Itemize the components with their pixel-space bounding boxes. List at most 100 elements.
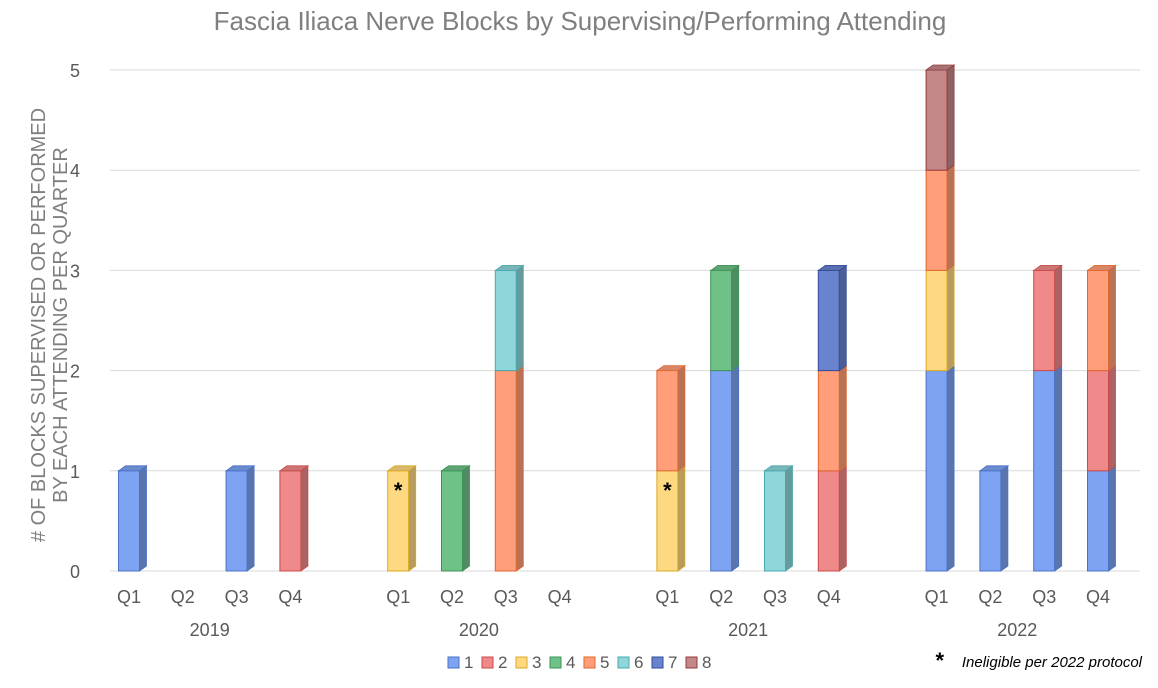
- bar-segment-series-5: [925, 169, 948, 271]
- bar-segment-series-1: [1087, 470, 1109, 572]
- axes: 0 1 2 3 4 5 * * Q1 Q2 Q3 Q4 Q1 Q2 Q3 Q4 Q1 Q2 Q3 Q4 Q1 Q2 Q3 Q4…: [70, 61, 1110, 640]
- bar-segment-series-6: [494, 269, 517, 372]
- bar-side-series-6: [515, 264, 524, 372]
- bar-segment-series-1: [925, 370, 948, 572]
- bar-segment-series-5: [494, 370, 517, 572]
- legend-swatch-8: [685, 656, 698, 669]
- asterisk-annotation: *: [394, 478, 403, 503]
- legend: 1 2 3 4 5 6 7 8: [447, 653, 711, 672]
- bar-side-series-6: [785, 465, 793, 572]
- bar-top-series-5: [655, 365, 687, 372]
- bar-segment-series-1: [118, 470, 140, 572]
- bar-top-series-2: [1032, 264, 1063, 271]
- legend-swatch-4: [549, 656, 562, 669]
- bar-side-series-1: [731, 364, 740, 572]
- y-axis-title: # OF BLOCKS SUPERVISED OR PERFORMED BY E…: [28, 108, 72, 542]
- bar-top-series-4: [709, 264, 740, 271]
- bar-side-series-1: [946, 364, 955, 572]
- bar-side-series-8: [946, 64, 955, 171]
- bar-top-series-1: [978, 465, 1010, 472]
- bar-segment-series-8: [925, 69, 948, 171]
- bar-top-series-6: [763, 465, 794, 472]
- bar-top-series-3: [386, 465, 417, 472]
- x-tick-label-quarter: Q4: [1086, 587, 1110, 607]
- legend-swatch-1: [447, 656, 460, 669]
- bar-side-series-3: [946, 264, 955, 372]
- y-tick-label: 1: [70, 462, 80, 482]
- legend-swatch-3: [515, 656, 528, 669]
- bar-side-series-3: [677, 465, 686, 572]
- bar-top-series-1: [117, 465, 148, 472]
- x-tick-label-quarter: Q4: [817, 587, 841, 607]
- bar-side-series-5: [946, 164, 955, 272]
- bar-segment-series-6: [764, 470, 786, 572]
- bar-top-series-6: [494, 264, 525, 271]
- bar-side-series-5: [515, 364, 524, 572]
- bar-side-series-1: [139, 465, 147, 572]
- legend-swatch-7: [651, 656, 664, 669]
- x-tick-label-quarter: Q1: [925, 587, 949, 607]
- bar-segment-series-2: [279, 470, 302, 572]
- x-tick-label-quarter: Q2: [709, 587, 733, 607]
- x-tick-label-quarter: Q3: [494, 587, 518, 607]
- x-tick-label-quarter: Q4: [278, 587, 302, 607]
- bar-top-series-7: [817, 264, 848, 271]
- x-tick-label-year: 2020: [459, 620, 499, 640]
- bar-side-series-5: [1108, 264, 1116, 372]
- x-tick-label-quarter: Q1: [655, 587, 679, 607]
- bar-side-series-1: [1108, 465, 1116, 572]
- legend-label-1: 1: [464, 653, 473, 672]
- x-tick-label-year: 2021: [728, 620, 768, 640]
- x-tick-label-quarter: Q1: [117, 587, 141, 607]
- x-tick-label-quarter: Q4: [548, 587, 572, 607]
- bar-segment-series-5: [817, 370, 840, 472]
- footnote: * Ineligible per 2022 protocol: [935, 648, 1142, 673]
- bar-side-series-3: [408, 465, 417, 572]
- bar-segment-series-2: [817, 470, 840, 572]
- bar-segment-series-1: [710, 370, 733, 572]
- x-tick-label-quarter: Q2: [171, 587, 195, 607]
- legend-label-8: 8: [702, 653, 711, 672]
- y-tick-label: 5: [70, 61, 80, 81]
- bar-segment-series-2: [1033, 269, 1056, 372]
- x-tick-label-quarter: Q1: [386, 587, 410, 607]
- bar-top-series-2: [278, 465, 310, 472]
- legend-label-5: 5: [600, 653, 609, 672]
- bar-top-series-4: [440, 465, 471, 472]
- footnote-symbol: *: [935, 648, 944, 673]
- bar-side-series-2: [1054, 264, 1063, 372]
- bar-side-series-1: [1000, 465, 1009, 572]
- bar-side-series-2: [1108, 364, 1116, 472]
- bar-top-series-1: [224, 465, 256, 472]
- bar-top-series-5: [1086, 264, 1117, 271]
- bar-top-series-8: [924, 64, 956, 71]
- y-axis-title-line1: # OF BLOCKS SUPERVISED OR PERFORMED: [28, 108, 50, 542]
- bar-side-series-5: [838, 364, 847, 472]
- bar-segment-series-1: [979, 470, 1002, 572]
- bar-side-series-2: [838, 465, 847, 572]
- bar-segment-series-5: [656, 370, 679, 472]
- chart-title: Fascia Iliaca Nerve Blocks by Supervisin…: [214, 6, 947, 36]
- y-tick-label: 3: [70, 261, 80, 281]
- legend-swatch-6: [617, 656, 630, 669]
- bar-side-series-4: [731, 264, 740, 372]
- x-tick-label-year: 2022: [997, 620, 1037, 640]
- bar-segment-series-1: [1033, 370, 1056, 572]
- bar-side-series-5: [677, 364, 686, 472]
- bar-segment-series-1: [225, 470, 248, 572]
- bar-segment-series-4: [710, 269, 733, 372]
- legend-swatch-5: [583, 656, 596, 669]
- bar-side-series-1: [1054, 364, 1063, 572]
- y-tick-label: 2: [70, 362, 80, 382]
- legend-label-7: 7: [668, 653, 677, 672]
- x-tick-label-quarter: Q2: [978, 587, 1002, 607]
- x-tick-label-quarter: Q3: [763, 587, 787, 607]
- x-tick-label-quarter: Q2: [440, 587, 464, 607]
- bar-segment-series-2: [1087, 370, 1109, 472]
- bar-side-series-4: [462, 465, 470, 572]
- x-tick-label-year: 2019: [190, 620, 230, 640]
- footnote-text: Ineligible per 2022 protocol: [962, 654, 1143, 671]
- legend-swatch-2: [481, 656, 494, 669]
